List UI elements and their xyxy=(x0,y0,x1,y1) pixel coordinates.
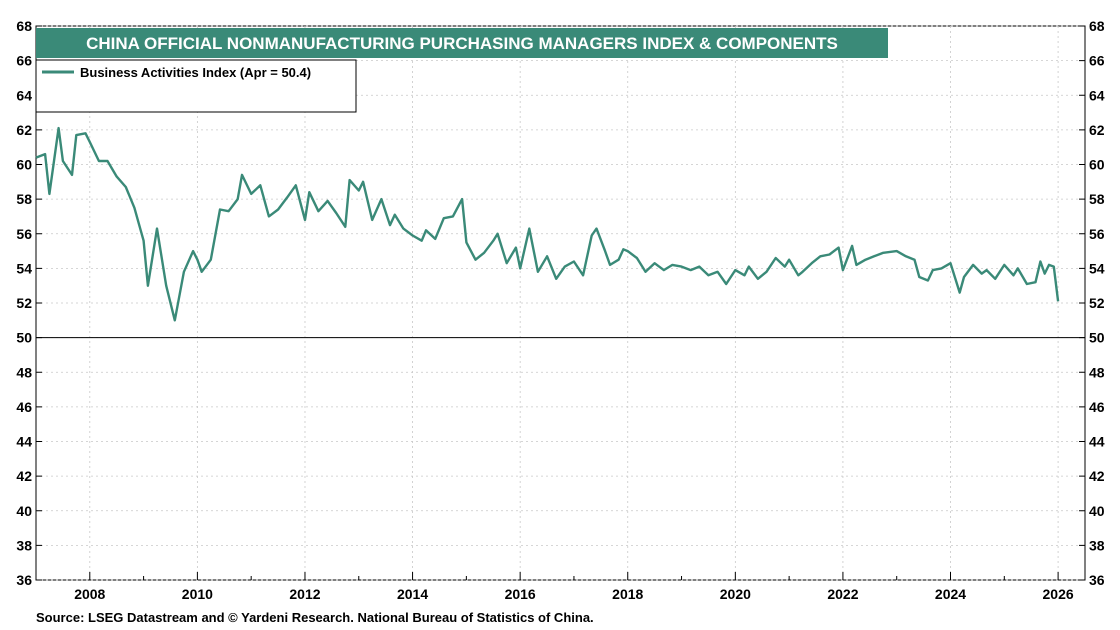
chart-title-banner: CHINA OFFICIAL NONMANUFACTURING PURCHASI… xyxy=(36,28,888,58)
x-tick-label: 2020 xyxy=(720,586,751,602)
y-tick-label-right: 40 xyxy=(1089,503,1105,519)
y-tick-label-right: 38 xyxy=(1089,537,1105,553)
x-tick-label: 2024 xyxy=(935,586,966,602)
y-tick-label-right: 58 xyxy=(1089,191,1105,207)
legend: Business Activities Index (Apr = 50.4) xyxy=(35,59,357,113)
y-tick-label-left: 44 xyxy=(16,434,32,450)
chart-title: CHINA OFFICIAL NONMANUFACTURING PURCHASI… xyxy=(86,34,838,53)
x-tick-label: 2012 xyxy=(289,586,320,602)
grid-lines xyxy=(36,25,1085,581)
y-tick-label-left: 42 xyxy=(16,468,32,484)
source-note: Source: LSEG Datastream and © Yardeni Re… xyxy=(36,610,594,625)
y-tick-label-left: 38 xyxy=(16,537,32,553)
y-axis-left: 36 38 40 42 44 46 48 50 52 54 56 58 60 62 64 66 68 xyxy=(16,18,42,588)
x-tick-label: 2018 xyxy=(612,586,643,602)
y-tick-label-right: 46 xyxy=(1089,399,1105,415)
x-tick-label: 2022 xyxy=(827,586,858,602)
y-tick-label-right: 50 xyxy=(1089,330,1105,346)
y-tick-label-right: 48 xyxy=(1089,364,1105,380)
legend-box xyxy=(35,59,357,113)
y-tick-label-left: 50 xyxy=(16,330,32,346)
y-tick-label-left: 60 xyxy=(16,157,32,173)
y-tick-label-right: 68 xyxy=(1089,18,1105,34)
y-tick-label-right: 60 xyxy=(1089,157,1105,173)
y-axis-right: 36 38 40 42 44 46 48 50 52 54 56 58 60 62 64 66 68 xyxy=(1079,18,1105,588)
y-tick-label-right: 52 xyxy=(1089,295,1105,311)
y-tick-label-left: 36 xyxy=(16,572,32,588)
x-tick-label: 2026 xyxy=(1043,586,1074,602)
y-tick-label-right: 64 xyxy=(1089,87,1105,103)
data-series xyxy=(35,126,1060,322)
y-tick-label-left: 40 xyxy=(16,503,32,519)
legend-label: Business Activities Index (Apr = 50.4) xyxy=(80,65,311,80)
y-tick-label-right: 42 xyxy=(1089,468,1105,484)
y-tick-label-right: 44 xyxy=(1089,434,1105,450)
title-background xyxy=(36,28,888,58)
y-tick-label-left: 46 xyxy=(16,399,32,415)
y-tick-label-left: 68 xyxy=(16,18,32,34)
x-tick-label: 2016 xyxy=(505,586,536,602)
x-tick-label: 2010 xyxy=(182,586,213,602)
y-tick-label-left: 62 xyxy=(16,122,32,138)
y-tick-label-left: 64 xyxy=(16,87,32,103)
y-tick-label-left: 56 xyxy=(16,226,32,242)
y-tick-label-right: 36 xyxy=(1089,572,1105,588)
y-tick-label-left: 58 xyxy=(16,191,32,207)
y-tick-label-right: 66 xyxy=(1089,53,1105,69)
y-tick-label-right: 62 xyxy=(1089,122,1105,138)
y-tick-label-left: 48 xyxy=(16,364,32,380)
y-tick-label-right: 54 xyxy=(1089,260,1105,276)
y-tick-label-left: 66 xyxy=(16,53,32,69)
x-axis: 2008 2010 2012 2014 2016 2018 2020 2022 2024 2026 xyxy=(35,572,1074,602)
series-line-1 xyxy=(35,126,1060,322)
y-tick-label-left: 52 xyxy=(16,295,32,311)
x-tick-label: 2014 xyxy=(397,586,428,602)
x-tick-label: 2008 xyxy=(74,586,105,602)
y-tick-label-left: 54 xyxy=(16,260,32,276)
y-tick-label-right: 56 xyxy=(1089,226,1105,242)
